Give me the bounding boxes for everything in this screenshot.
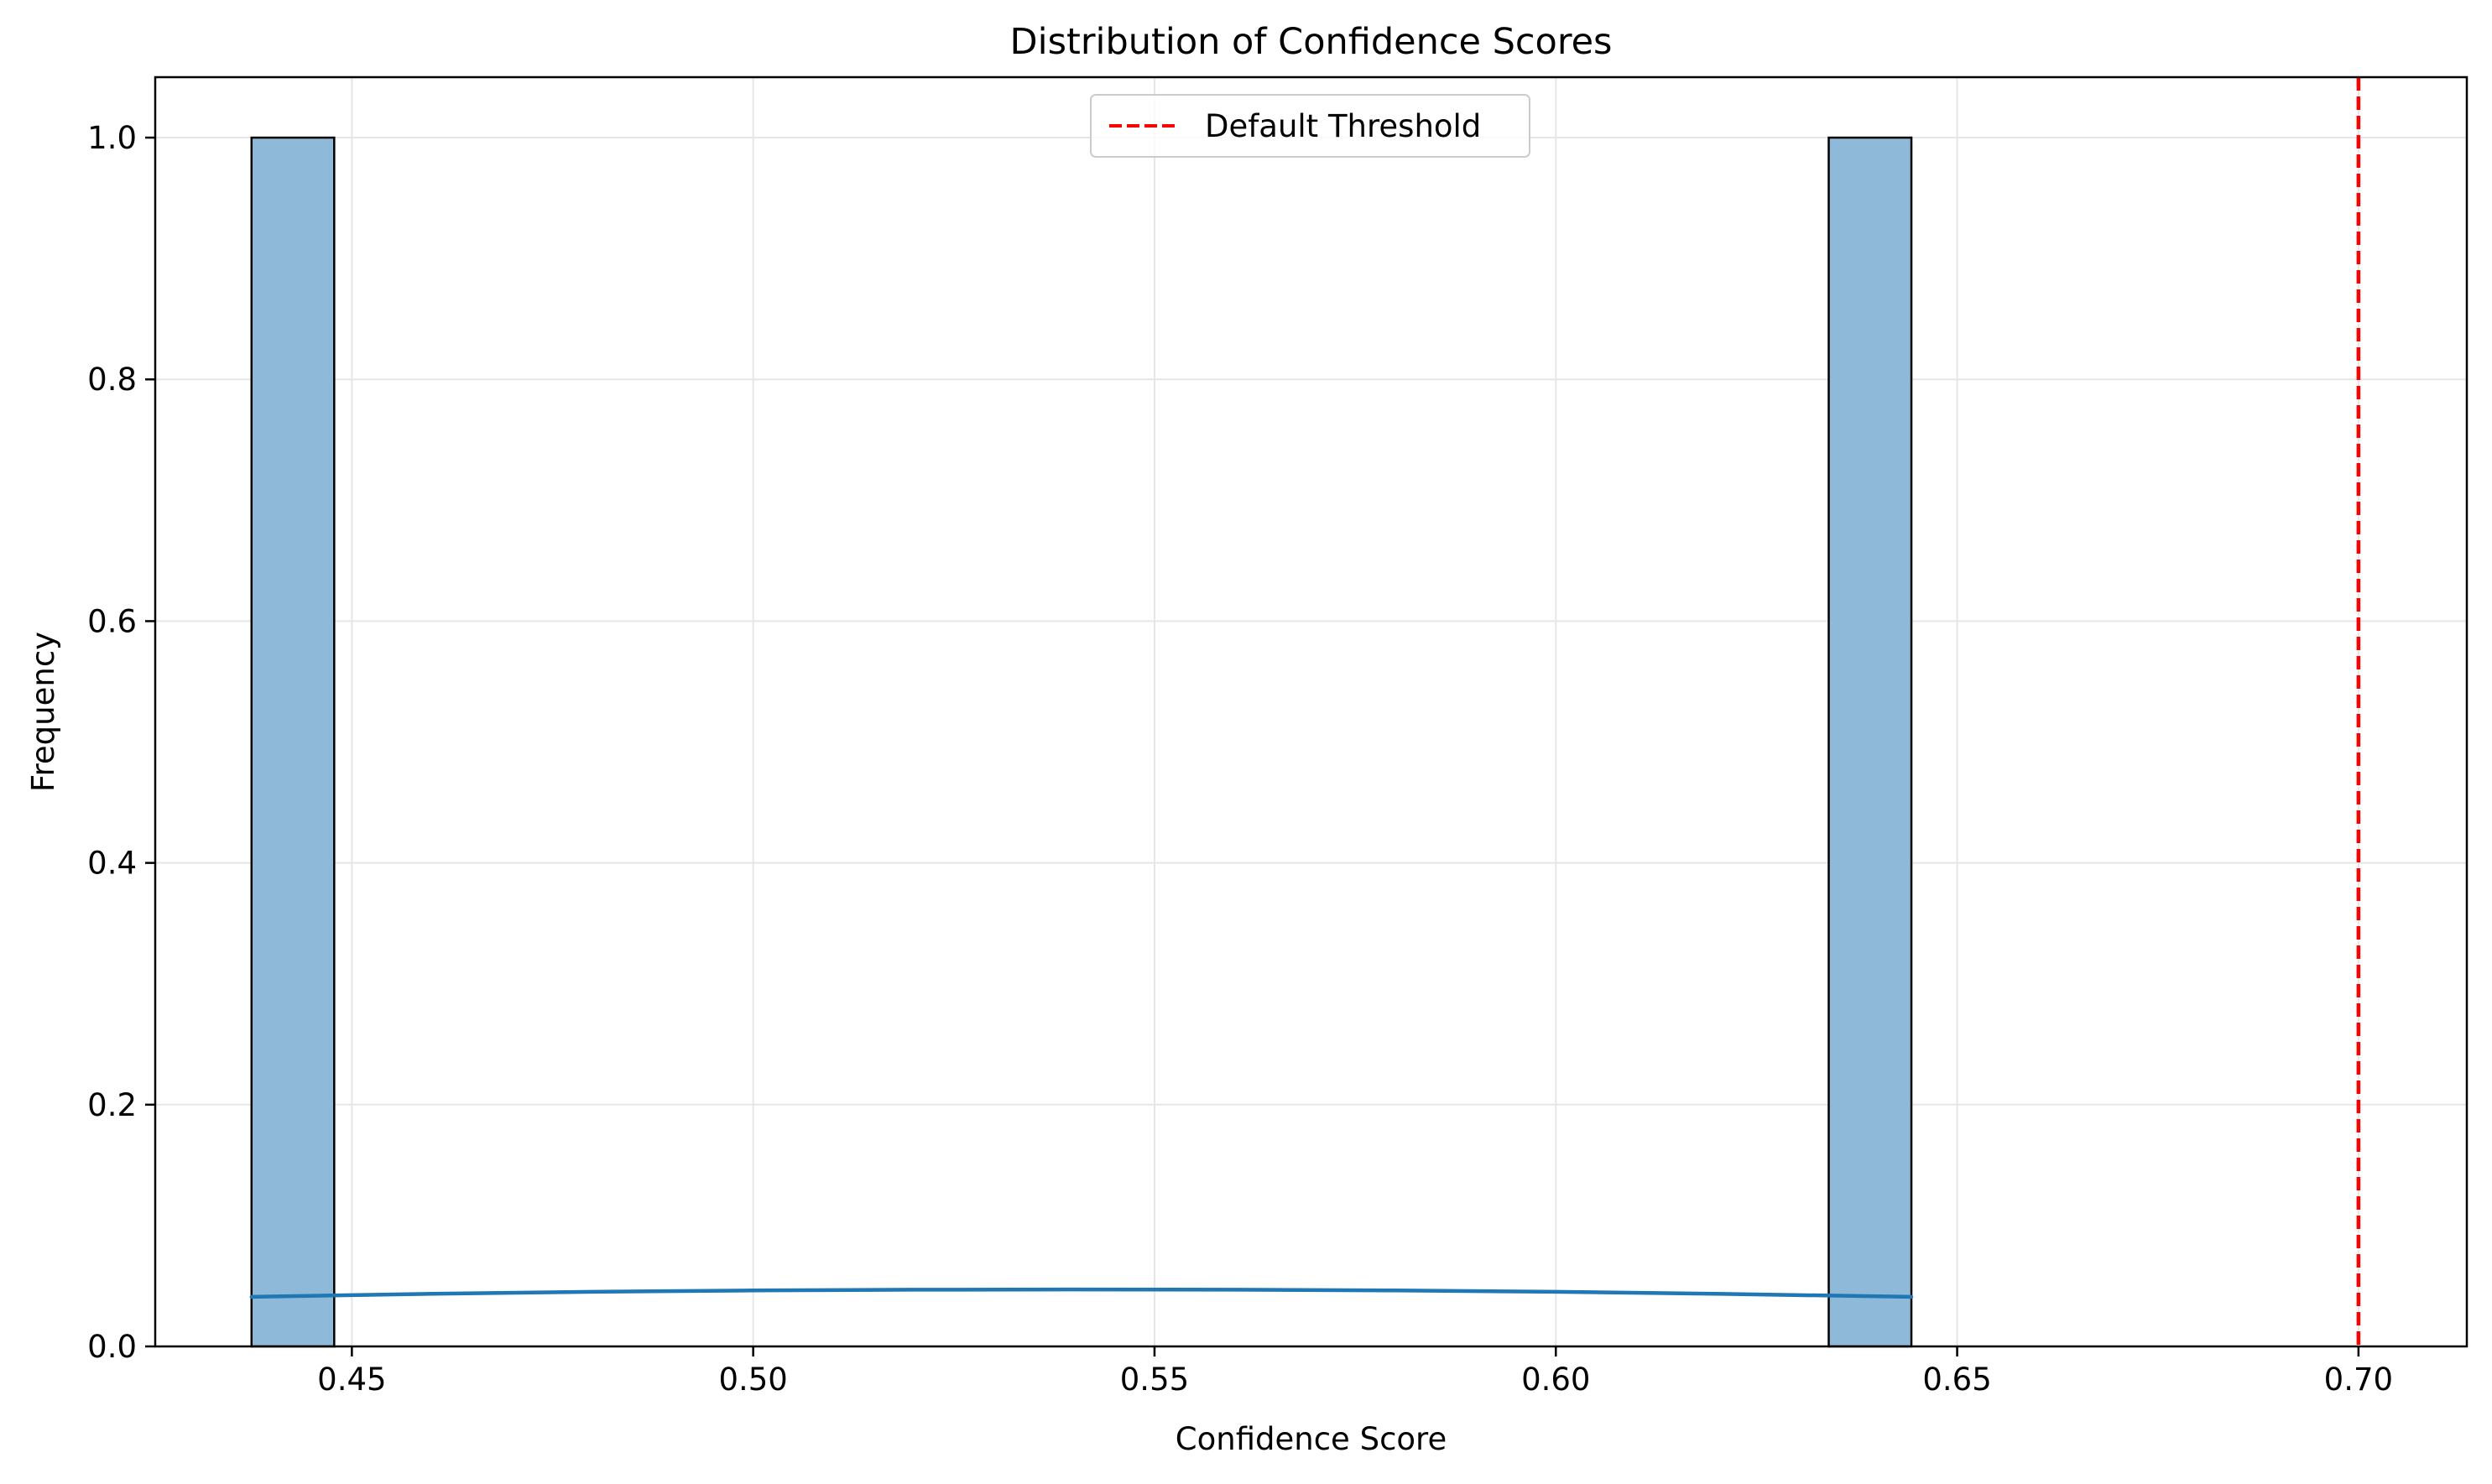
- y-tick-label-2: 0.4: [87, 846, 137, 882]
- y-tick-label-5: 1.0: [87, 120, 137, 156]
- y-tick-label-1: 0.2: [87, 1087, 137, 1123]
- y-tick-label-3: 0.6: [87, 603, 137, 639]
- histogram-bar-0: [250, 136, 336, 1348]
- x-tick-label-2: 0.55: [1120, 1362, 1189, 1398]
- legend-box: [1090, 94, 1530, 158]
- y-tick-label-0: 0.0: [87, 1329, 137, 1365]
- legend-threshold-label: Default Threshold: [1205, 108, 1481, 144]
- x-tick-label-5: 0.70: [2324, 1362, 2393, 1398]
- x-tick-label-1: 0.50: [718, 1362, 787, 1398]
- histogram-bars: [250, 136, 1913, 1348]
- y-tick-label-4: 0.8: [87, 362, 137, 398]
- axes-frame: [154, 76, 2469, 1348]
- x-tick-label-3: 0.60: [1521, 1362, 1590, 1398]
- kde-curve: [249, 1287, 1914, 1299]
- chart-title: Distribution of Confidence Scores: [1010, 21, 1613, 63]
- histogram-bar-1: [1827, 136, 1913, 1348]
- axis-ticks: 0.45 0.50 0.55 0.60 0.65 0.70 0.0 0.2 0.4 0.6 0.8 1…: [87, 120, 2393, 1398]
- x-axis-label: Confidence Score: [1176, 1421, 1447, 1457]
- x-tick-label-0: 0.45: [317, 1362, 386, 1398]
- y-axis-label: Frequency: [25, 632, 61, 792]
- kde-curve-layer: [249, 1287, 1914, 1299]
- legend: Default Threshold: [1090, 94, 1530, 158]
- x-tick-label-4: 0.65: [1922, 1362, 1991, 1398]
